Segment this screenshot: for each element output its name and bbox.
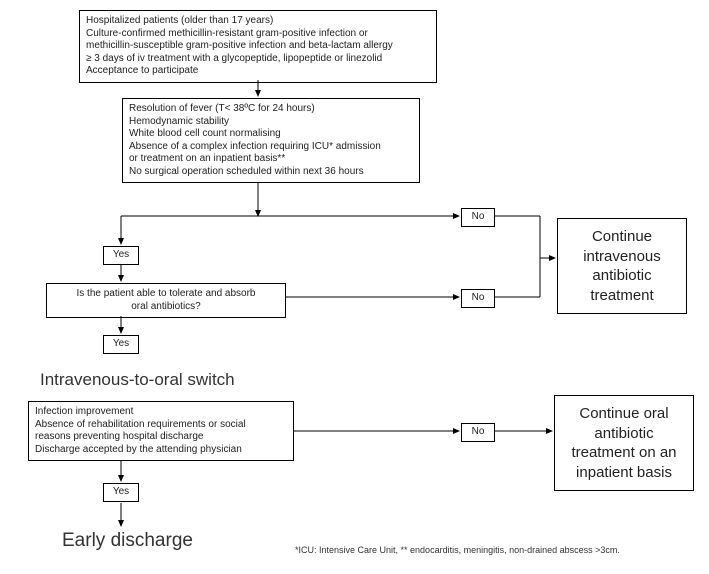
text-line: Hospitalized patients (older than 17 yea… (86, 15, 430, 28)
yes-box-2: Yes (103, 335, 139, 354)
text-line: antibiotic (568, 266, 676, 286)
text-line: intravenous (568, 247, 676, 267)
no-box-3: No (461, 423, 495, 442)
yes-box-3: Yes (103, 483, 139, 502)
text-line: methicillin-susceptible gram-positive in… (86, 40, 430, 53)
section-label-discharge: Early discharge (62, 530, 193, 552)
text-line: inpatient basis (565, 463, 683, 483)
text-line: oral antibiotics? (53, 301, 279, 314)
outcome-oral-inpatient: Continue oral antibiotic treatment on an… (554, 395, 694, 491)
no-box-1: No (461, 208, 495, 227)
question-box: Is the patient able to tolerate and abso… (46, 283, 286, 318)
text-line: treatment on an (565, 443, 683, 463)
text-line: reasons preventing hospital discharge (35, 431, 287, 444)
criteria-box-2: Resolution of fever (T< 38ºC for 24 hour… (122, 98, 420, 183)
text-line: No surgical operation scheduled within n… (129, 166, 413, 179)
no-box-2: No (461, 289, 495, 308)
text-line: or treatment on an inpatient basis** (129, 153, 413, 166)
text-line: Absence of rehabilitation requirements o… (35, 419, 287, 432)
text-line: ≥ 3 days of iv treatment with a glycopep… (86, 53, 430, 66)
text-line: Continue (568, 227, 676, 247)
text-line: Infection improvement (35, 406, 287, 419)
criteria-box-1: Hospitalized patients (older than 17 yea… (79, 10, 437, 83)
text-line: Discharge accepted by the attending phys… (35, 444, 287, 457)
yes-box-1: Yes (103, 246, 139, 265)
text-line: Is the patient able to tolerate and abso… (53, 288, 279, 301)
text-line: Absence of a complex infection requiring… (129, 141, 413, 154)
text-line: Culture-confirmed methicillin-resistant … (86, 28, 430, 41)
footnote: *ICU: Intensive Care Unit, ** endocardit… (295, 545, 620, 555)
outcome-iv-treatment: Continue intravenous antibiotic treatmen… (557, 218, 687, 314)
text-line: treatment (568, 286, 676, 306)
text-line: Hemodynamic stability (129, 116, 413, 129)
text-line: Acceptance to participate (86, 65, 430, 78)
text-line: Continue oral (565, 404, 683, 424)
text-line: White blood cell count normalising (129, 128, 413, 141)
section-label-switch: Intravenous-to-oral switch (40, 370, 235, 390)
text-line: antibiotic (565, 424, 683, 444)
text-line: Resolution of fever (T< 38ºC for 24 hour… (129, 103, 413, 116)
discharge-criteria-box: Infection improvement Absence of rehabil… (28, 401, 294, 461)
